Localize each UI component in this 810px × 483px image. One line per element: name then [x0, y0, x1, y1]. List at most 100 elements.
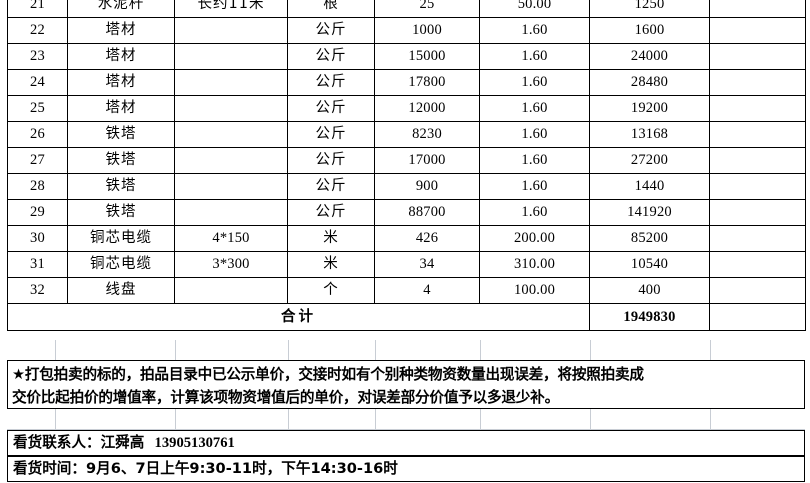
item-amount: 1600: [589, 17, 710, 44]
item-unit-price: 100.00: [479, 277, 590, 304]
item-remark: [709, 199, 806, 226]
total-row: 合计 1949830: [7, 303, 806, 331]
item-name: 铁塔: [67, 121, 175, 148]
item-spec: [174, 17, 288, 44]
item-amount: 141920: [589, 199, 710, 226]
item-name: 塔材: [67, 69, 175, 96]
item-spec: [174, 173, 288, 200]
item-name: 铁塔: [67, 147, 175, 174]
item-unit-price: 1.60: [479, 95, 590, 122]
item-name: 铁塔: [67, 173, 175, 200]
item-amount: 400: [589, 277, 710, 304]
auction-note-line-1: ★打包拍卖的标的，拍品目录中已公示单价，交接时如有个别种类物资数量出现误差，将按…: [12, 366, 644, 383]
item-unit: 公斤: [287, 43, 375, 70]
item-amount: 24000: [589, 43, 710, 70]
item-quantity: 15000: [374, 43, 480, 70]
item-unit-price: 1.60: [479, 43, 590, 70]
item-amount: 27200: [589, 147, 710, 174]
item-spec: [174, 147, 288, 174]
item-unit: 公斤: [287, 69, 375, 96]
viewing-contact-phone: 13905130761: [154, 435, 235, 451]
item-unit: 根: [287, 0, 375, 18]
item-quantity: 8230: [374, 121, 480, 148]
item-unit-price: 1.60: [479, 173, 590, 200]
item-amount: 19200: [589, 95, 710, 122]
row-number: 28: [7, 173, 68, 200]
viewing-time-text: 看货时间：9月6、7日上午9:30-11时，下午14:30-16时: [8, 457, 804, 481]
item-unit: 米: [287, 225, 375, 252]
item-unit-price: 1.60: [479, 147, 590, 174]
item-unit: 公斤: [287, 199, 375, 226]
item-amount: 13168: [589, 121, 710, 148]
table-row: 28 铁塔 公斤 900 1.60 1440: [7, 173, 806, 200]
gridline: [590, 340, 591, 360]
gridline: [710, 409, 711, 429]
row-number: 29: [7, 199, 68, 226]
item-unit-price: 1.60: [479, 69, 590, 96]
row-number: 21: [7, 0, 68, 18]
table-row: 26 铁塔 公斤 8230 1.60 13168: [7, 121, 806, 148]
item-remark: [709, 17, 806, 44]
row-number: 24: [7, 69, 68, 96]
item-remark: [709, 95, 806, 122]
table-row: 21 水泥杆 长约11米根 25 50.00 1250: [7, 0, 806, 18]
table-row: 29 铁塔 公斤 88700 1.60 141920: [7, 199, 806, 226]
item-spec: 长约11米: [174, 0, 288, 18]
table-row: 22 塔材 公斤 1000 1.60 1600: [7, 17, 806, 44]
item-name: 塔材: [67, 95, 175, 122]
item-unit: 公斤: [287, 173, 375, 200]
inventory-table-body: 21 水泥杆 长约11米根 25 50.00 1250 22 塔材 公斤 1000 1.60 1600…: [7, 0, 806, 331]
item-name: 水泥杆: [67, 0, 175, 18]
row-number: 22: [7, 17, 68, 44]
item-remark: [709, 69, 806, 96]
item-spec: [174, 277, 288, 304]
row-number: 32: [7, 277, 68, 304]
gridline: [710, 340, 711, 360]
table-row: 32 线盘 个 4 100.00 400: [7, 277, 806, 304]
item-remark: [709, 43, 806, 70]
item-remark: [709, 147, 806, 174]
item-quantity: 17800: [374, 69, 480, 96]
item-remark: [709, 251, 806, 278]
item-amount: 28480: [589, 69, 710, 96]
item-quantity: 1000: [374, 17, 480, 44]
auction-note-box: ★打包拍卖的标的，拍品目录中已公示单价，交接时如有个别种类物资数量出现误差，将按…: [7, 360, 805, 409]
item-quantity: 426: [374, 225, 480, 252]
sheet-gridline-spacer-2: [7, 409, 805, 430]
viewing-time-value: 9月6、7日上午9:30-11时，下午14:30-16时: [85, 460, 398, 477]
item-name: 塔材: [67, 43, 175, 70]
gridline: [590, 409, 591, 429]
item-name: 铁塔: [67, 199, 175, 226]
item-unit-price: 200.00: [479, 225, 590, 252]
gridline: [288, 340, 289, 360]
item-amount: 1440: [589, 173, 710, 200]
item-spec: [174, 69, 288, 96]
table-row: 31 铜芯电缆 3*300 米 34 310.00 10540: [7, 251, 806, 278]
item-spec: [174, 43, 288, 70]
item-unit: 公斤: [287, 95, 375, 122]
item-quantity: 34: [374, 251, 480, 278]
gridline: [55, 409, 56, 429]
item-remark: [709, 225, 806, 252]
total-remark: [709, 303, 806, 331]
item-amount: 1250: [589, 0, 710, 18]
viewing-contact-label: 看货联系人：: [13, 434, 101, 451]
item-spec: 3*300: [174, 251, 288, 278]
table-row: 23 塔材 公斤 15000 1.60 24000: [7, 43, 806, 70]
item-unit-price: 1.60: [479, 121, 590, 148]
item-remark: [709, 121, 806, 148]
table-row: 30 铜芯电缆 4*150 米 426 200.00 85200: [7, 225, 806, 252]
item-name: 铜芯电缆: [67, 225, 175, 252]
row-number: 23: [7, 43, 68, 70]
item-spec: [174, 199, 288, 226]
item-unit-price: 1.60: [479, 17, 590, 44]
row-number: 25: [7, 95, 68, 122]
gridline: [288, 409, 289, 429]
inventory-sheet: 21 水泥杆 长约11米根 25 50.00 1250 22 塔材 公斤 1000 1.60 1600…: [7, 0, 806, 331]
item-amount: 10540: [589, 251, 710, 278]
gridline: [175, 409, 176, 429]
item-remark: [709, 173, 806, 200]
gridline: [375, 340, 376, 360]
row-number: 26: [7, 121, 68, 148]
item-amount: 85200: [589, 225, 710, 252]
